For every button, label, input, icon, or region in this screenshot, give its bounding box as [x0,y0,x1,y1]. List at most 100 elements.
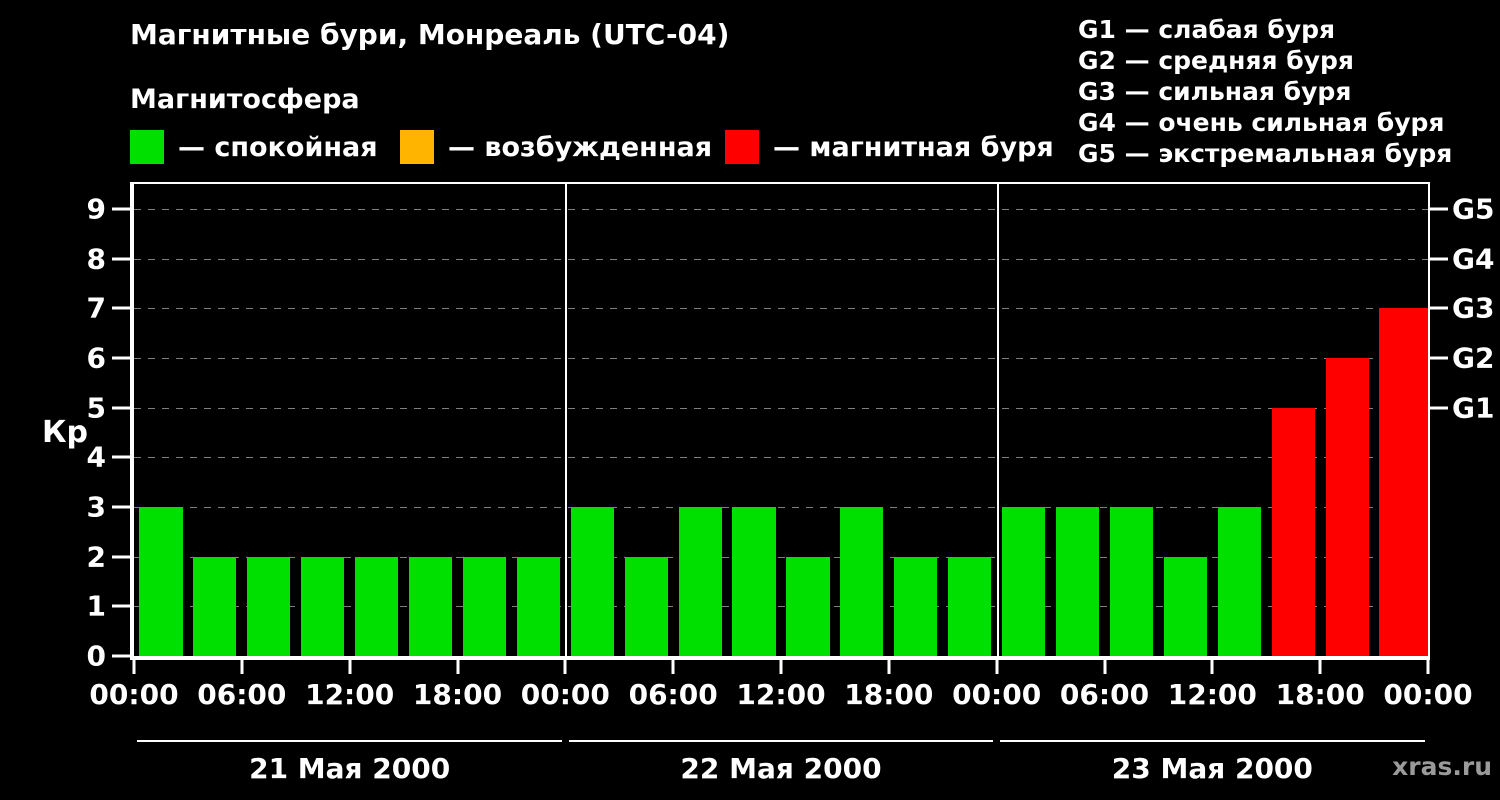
x-axis-tick [671,660,675,674]
kp-bar [355,556,399,656]
g-legend-line: G2 — средняя буря [1078,46,1354,75]
x-axis-label: 00:00 [952,678,1042,711]
legend-item-excited: — возбужденная [400,130,712,164]
kp-bar [894,556,938,656]
x-axis-label: 06:00 [628,678,718,711]
gridline [134,457,1428,459]
day-bracket-line [137,740,563,742]
x-axis-tick [348,660,352,674]
day-date-label: 21 Мая 2000 [249,752,451,785]
x-axis-label: 12:00 [736,678,826,711]
plot-area [130,182,1430,660]
y-axis-tick [112,555,130,559]
x-axis-label: 06:00 [197,678,287,711]
x-axis-label: 18:00 [844,678,934,711]
kp-bar [948,556,992,656]
y-axis-label: 9 [86,192,106,226]
kp-bar [1109,506,1154,656]
kp-bar [301,556,345,656]
page-title: Магнитные бури, Монреаль (UTC-04) [130,18,730,51]
watermark: xras.ru [1392,752,1492,781]
kp-bar [732,506,776,656]
kp-bar-partial [1413,308,1428,656]
day-separator-line [996,184,999,656]
y-axis-tick [112,356,130,360]
gridline [134,606,1428,608]
g-legend-line: G1 — слабая буря [1078,15,1336,44]
subtitle-magnetosphere: Магнитосфера [130,84,360,115]
y-axis-label: 7 [86,291,106,325]
y-axis-ticks-right [1430,184,1448,656]
y-axis-tick [112,505,130,509]
x-axis-tick [132,660,136,674]
g-legend-line: G5 — экстремальная буря [1078,139,1453,168]
g-axis-tick [1430,257,1448,261]
day-separator-line [565,184,568,656]
day-bracket-line [999,740,1425,742]
kp-bar [1163,556,1207,656]
x-axis-label: 00:00 [89,678,179,711]
y-axis-tick [112,257,130,261]
g-axis-labels: G1 G2 G3 G4 G5 [1452,184,1500,656]
g-axis-tick [1430,306,1448,310]
y-axis-label: 5 [86,391,106,425]
day-date-brackets: 21 Мая 2000 22 Мая 2000 23 Мая 2000 [134,740,1428,798]
day-date-label: 23 Мая 2000 [1111,752,1313,785]
g-legend-line: G4 — очень сильная буря [1078,108,1445,137]
x-axis-tick [779,660,783,674]
x-axis-label: 18:00 [412,678,503,711]
kp-bar [570,506,614,656]
day-date-label: 22 Мая 2000 [680,752,882,785]
y-axis-label: 2 [86,540,106,574]
y-axis-tick [112,455,130,459]
g-axis-label: G4 [1452,242,1495,276]
legend-item-quiet: — спокойная [130,130,378,164]
gridline [134,506,1428,508]
x-axis-tick [456,660,459,674]
gridline [134,308,1428,310]
magnetosphere-legend: — спокойная — возбужденная — магнитная бур… [130,130,1080,168]
x-axis-labels: 00:00 06:00 12:00 18:00 00:00 06:00 12:00 18:00… [89,678,1472,712]
x-axis-tick [563,660,567,674]
kp-bar [1002,506,1046,656]
x-axis-tick [887,660,891,674]
kp-bar [139,506,183,656]
x-axis-tick [1426,660,1430,674]
gridline [134,407,1428,409]
kp-bar [516,556,560,656]
legend-swatch-storm [725,130,759,164]
y-axis-label: 4 [86,440,106,474]
y-axis-label: 1 [86,589,106,623]
kp-bar [786,556,830,656]
y-axis-tick [112,306,130,310]
day-bracket-line [568,740,994,742]
kp-axis-title: Кр [42,415,88,450]
kp-bar [1217,506,1261,656]
g-axis-label: G2 [1452,341,1495,375]
kp-bar [193,556,237,656]
y-axis-tick [112,654,130,658]
x-axis-label: 06:00 [1059,678,1150,711]
legend-swatch-quiet [130,130,164,164]
kp-bar [1271,407,1315,656]
y-axis-labels: 0 1 2 3 4 5 6 7 8 9 [30,184,106,672]
x-axis-label: 18:00 [1275,678,1365,711]
y-axis-label: 0 [86,639,106,673]
gridline [134,556,1428,558]
x-axis-label: 12:00 [1167,678,1257,711]
kp-bar [247,556,291,656]
g-axis-tick [1430,406,1448,410]
kp-bar [678,506,722,656]
g-scale-legend: G1 — слабая буря G2 — средняя буря G3 — си… [1078,14,1452,169]
x-axis-label: 00:00 [520,678,610,711]
g-axis-tick [1430,356,1448,360]
gridline [134,258,1428,260]
x-axis-tick [1210,660,1214,674]
x-axis-tick [1318,660,1322,674]
x-axis-tick [1103,660,1106,674]
kp-bar [408,556,453,656]
g-legend-line: G3 — сильная буря [1078,77,1352,106]
legend-label-excited: — возбужденная [448,131,713,163]
gridline [134,208,1428,210]
g-axis-tick [1430,207,1448,211]
